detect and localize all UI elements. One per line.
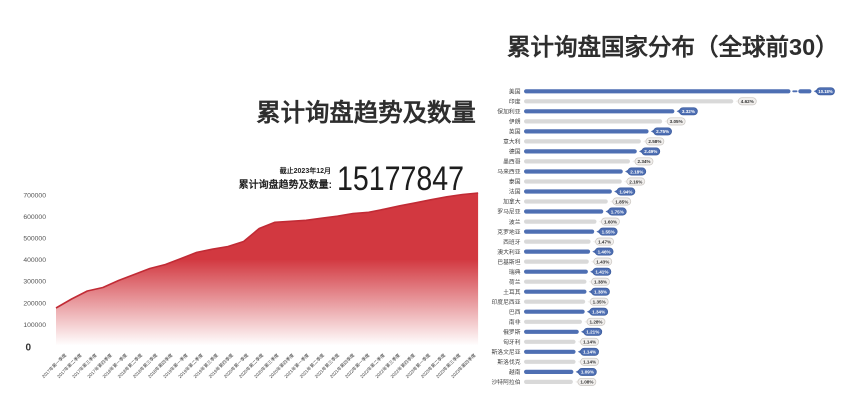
svg-text:1.47%: 1.47% <box>598 239 611 244</box>
svg-text:土耳其: 土耳其 <box>503 288 521 296</box>
svg-text:1.34%: 1.34% <box>592 310 605 315</box>
svg-text:马来西亚: 马来西亚 <box>497 168 520 176</box>
svg-text:保加利亚: 保加利亚 <box>497 108 520 116</box>
svg-text:累计询盘趋势及数量: 累计询盘趋势及数量 <box>256 99 476 127</box>
svg-text:1.35%: 1.35% <box>593 300 606 305</box>
svg-text:荷兰: 荷兰 <box>509 278 521 286</box>
svg-text:德国: 德国 <box>509 148 521 156</box>
svg-text:400000: 400000 <box>23 257 46 264</box>
svg-text:累计询盘趋势及数量:: 累计询盘趋势及数量: <box>239 178 332 191</box>
svg-text:罗马尼亚: 罗马尼亚 <box>497 208 520 216</box>
svg-text:1.21%: 1.21% <box>586 330 599 335</box>
svg-text:瑞典: 瑞典 <box>509 268 521 276</box>
svg-text:加拿大: 加拿大 <box>503 198 521 206</box>
svg-text:斯洛文尼亚: 斯洛文尼亚 <box>492 348 521 356</box>
svg-text:500000: 500000 <box>23 236 46 243</box>
svg-text:印度尼西亚: 印度尼西亚 <box>492 298 521 306</box>
svg-text:1.55%: 1.55% <box>602 229 615 234</box>
svg-text:1.46%: 1.46% <box>598 249 611 254</box>
svg-text:意大利: 意大利 <box>503 138 521 146</box>
svg-text:截止2023年12月: 截止2023年12月 <box>280 166 331 175</box>
svg-text:10.18%: 10.18% <box>818 89 832 94</box>
svg-text:1.14%: 1.14% <box>583 350 596 355</box>
svg-text:斯洛伐克: 斯洛伐克 <box>497 358 520 366</box>
svg-text:600000: 600000 <box>23 214 46 221</box>
svg-text:俄罗斯: 俄罗斯 <box>503 328 521 336</box>
svg-text:匈牙利: 匈牙利 <box>503 338 521 346</box>
svg-text:3.32%: 3.32% <box>682 109 695 114</box>
svg-text:2.16%: 2.16% <box>629 179 642 184</box>
svg-text:1.41%: 1.41% <box>595 270 608 275</box>
svg-text:1.75%: 1.75% <box>611 209 624 214</box>
svg-text:2.75%: 2.75% <box>656 129 669 134</box>
svg-text:1.38%: 1.38% <box>594 280 607 285</box>
svg-text:700000: 700000 <box>23 192 46 199</box>
svg-text:墨西哥: 墨西哥 <box>503 159 521 166</box>
svg-text:印度: 印度 <box>509 98 521 106</box>
svg-text:累计询盘国家分布（全球前30）: 累计询盘国家分布（全球前30） <box>507 33 839 60</box>
svg-text:2.18%: 2.18% <box>630 169 643 174</box>
svg-text:美国: 美国 <box>509 88 521 96</box>
svg-text:4.62%: 4.62% <box>741 99 754 104</box>
svg-text:1.60%: 1.60% <box>604 219 617 224</box>
svg-text:波兰: 波兰 <box>509 218 521 226</box>
svg-text:伊朗: 伊朗 <box>509 118 521 126</box>
svg-text:泰国: 泰国 <box>509 178 521 186</box>
svg-text:法国: 法国 <box>509 188 521 196</box>
svg-text:2.49%: 2.49% <box>644 149 657 154</box>
svg-text:1.38%: 1.38% <box>594 290 607 295</box>
svg-text:1.43%: 1.43% <box>596 259 609 264</box>
svg-text:15177847: 15177847 <box>337 160 464 198</box>
svg-text:沙特阿拉伯: 沙特阿拉伯 <box>492 378 521 386</box>
svg-text:澳大利亚: 澳大利亚 <box>497 248 520 256</box>
svg-text:200000: 200000 <box>23 300 46 307</box>
svg-text:西班牙: 西班牙 <box>503 238 521 246</box>
svg-text:1.14%: 1.14% <box>583 340 596 345</box>
svg-text:英国: 英国 <box>509 128 521 136</box>
svg-text:巴基斯坦: 巴基斯坦 <box>497 258 520 266</box>
svg-text:1.94%: 1.94% <box>619 189 632 194</box>
svg-text:3.05%: 3.05% <box>670 119 683 124</box>
svg-text:1.85%: 1.85% <box>615 199 628 204</box>
svg-text:南非: 南非 <box>509 318 521 326</box>
svg-text:1.08%: 1.08% <box>580 380 593 385</box>
svg-text:克罗地亚: 克罗地亚 <box>497 228 520 236</box>
svg-text:300000: 300000 <box>23 279 46 286</box>
svg-text:1.09%: 1.09% <box>581 370 594 375</box>
svg-text:0: 0 <box>25 343 31 354</box>
svg-text:100000: 100000 <box>23 322 46 329</box>
svg-text:1.28%: 1.28% <box>589 320 602 325</box>
svg-text:巴西: 巴西 <box>509 309 521 316</box>
svg-text:1.14%: 1.14% <box>583 360 596 365</box>
svg-text:越南: 越南 <box>509 368 521 376</box>
svg-text:2.34%: 2.34% <box>637 159 650 164</box>
svg-text:2.58%: 2.58% <box>648 139 661 144</box>
